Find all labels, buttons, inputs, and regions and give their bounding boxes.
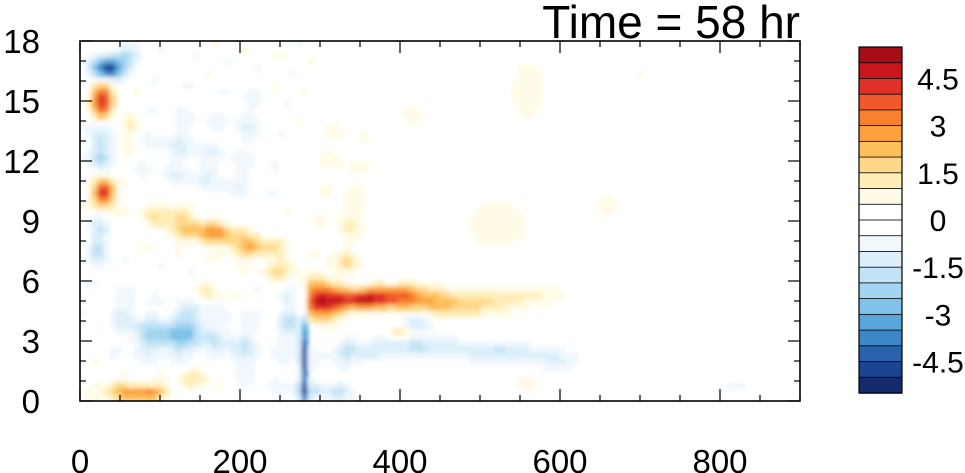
- colorbar-swatch: [858, 235, 903, 253]
- colorbar-swatch: [858, 282, 903, 300]
- colorbar-swatch: [858, 156, 903, 174]
- y-axis-labels: 0 3 6 9 12 15 18: [3, 23, 40, 420]
- colorbar-outline: [858, 46, 903, 394]
- axis-ticks: [79, 40, 801, 402]
- colorbar-swatch: [858, 188, 903, 205]
- colorbar-label: 4.5: [917, 63, 959, 96]
- colorbar-swatch: [858, 313, 903, 331]
- colorbar-swatch: [858, 46, 903, 64]
- colorbar-swatch: [858, 140, 903, 158]
- colorbar-swatch: [858, 219, 903, 237]
- colorbar-label: -3: [925, 299, 952, 332]
- colorbar-label: -1.5: [912, 252, 964, 285]
- x-axis-labels: 0 200 400 600 800: [71, 443, 748, 473]
- y-tick-label: 12: [3, 143, 40, 180]
- colorbar-swatch: [858, 345, 903, 363]
- colorbar-swatch: [858, 251, 903, 268]
- colorbar-swatch: [858, 109, 903, 127]
- y-tick-label: 18: [3, 23, 40, 60]
- colorbar-swatch: [858, 78, 903, 95]
- colorbar-swatch: [858, 62, 903, 80]
- x-tick-label: 0: [71, 443, 89, 473]
- colorbar-swatch: [858, 203, 903, 221]
- y-tick-label: 0: [22, 383, 40, 420]
- y-tick-label: 6: [22, 263, 40, 300]
- colorbar-label: -4.5: [912, 347, 964, 380]
- colorbar-labels: 4.5 3 1.5 0 -1.5 -3 -4.5: [912, 63, 964, 379]
- colorbar-swatch: [858, 361, 903, 378]
- colorbar-swatch: [858, 172, 903, 190]
- colorbar-swatch: [858, 266, 903, 284]
- x-tick-label: 600: [532, 443, 587, 473]
- colorbar-label: 3: [930, 111, 947, 144]
- colorbar-swatch: [858, 298, 903, 316]
- colorbar-swatch: [858, 125, 903, 143]
- y-tick-label: 15: [3, 83, 40, 120]
- x-tick-label: 800: [692, 443, 747, 473]
- chart-title: Time = 58 hr: [542, 0, 800, 48]
- colorbar-label: 0: [930, 205, 947, 238]
- colorbar-label: 1.5: [917, 158, 959, 191]
- x-tick-label: 200: [212, 443, 267, 473]
- y-tick-label: 9: [22, 203, 40, 240]
- colorbar-swatch: [858, 376, 903, 394]
- heatmap-field: [80, 41, 747, 401]
- colorbar-swatch: [858, 329, 903, 347]
- y-tick-label: 3: [22, 323, 40, 360]
- colorbar: [858, 46, 903, 394]
- x-tick-label: 400: [372, 443, 427, 473]
- colorbar-swatch: [858, 93, 903, 111]
